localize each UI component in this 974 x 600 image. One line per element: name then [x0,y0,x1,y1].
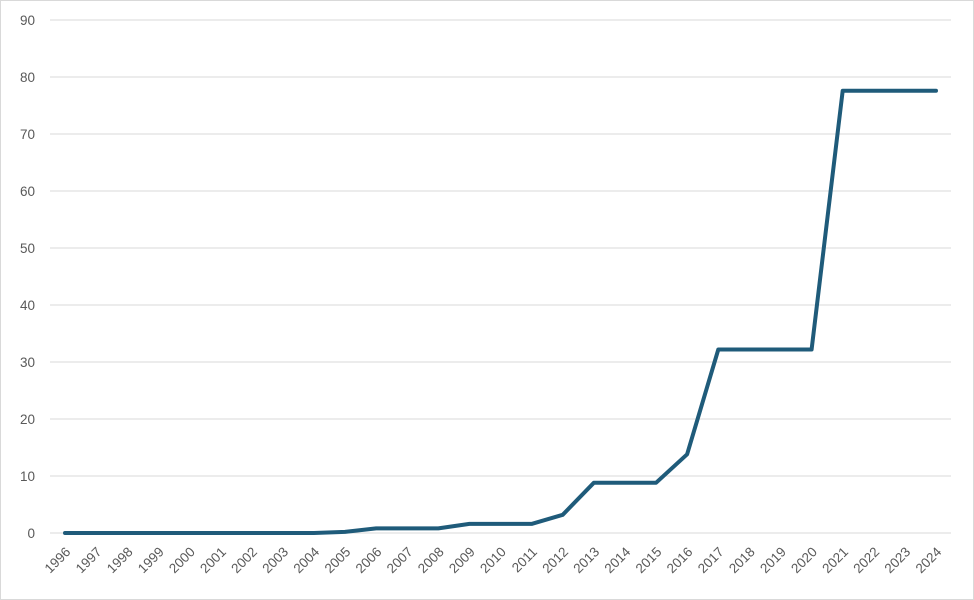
y-tick-label: 80 [20,70,35,85]
series-layer [63,88,938,535]
x-tick-label: 2014 [602,544,634,576]
x-tick-label: 2019 [757,544,789,576]
x-tick-label: 2011 [509,544,540,575]
x-tick-label: 1999 [135,544,167,576]
y-axis-tick-labels: 0 10 20 30 40 50 60 70 80 90 [20,13,35,541]
y-tick-label: 70 [20,127,35,142]
x-tick-label: 2022 [850,544,882,576]
y-tick-label: 50 [20,241,35,256]
gridlines [50,19,951,534]
x-tick-label: 2016 [664,544,696,576]
y-tick-label: 20 [20,412,35,427]
y-tick-label: 90 [20,13,35,28]
x-tick-label: 2009 [446,544,478,576]
x-tick-label: 2006 [353,544,385,576]
x-tick-label: 2008 [415,544,447,576]
x-tick-label: 1998 [104,544,136,576]
x-axis-tick-labels: 1996 1997 1998 1999 2000 2001 2002 2003 2004 2005… [42,544,945,576]
y-tick-label: 10 [20,469,35,484]
y-tick-label: 0 [27,526,35,541]
x-tick-label: 2001 [197,544,229,576]
x-tick-label: 2013 [570,544,602,576]
x-tick-label: 2020 [788,544,820,576]
x-tick-label: 2005 [322,544,354,576]
x-tick-label: 1997 [73,544,105,576]
x-tick-label: 2000 [166,544,198,576]
y-tick-label: 30 [20,355,35,370]
series-line-0 [63,88,938,535]
x-tick-label: 2007 [384,544,416,576]
x-tick-label: 2017 [695,544,727,576]
x-tick-label: 2004 [290,544,322,576]
x-tick-label: 1996 [42,544,74,576]
x-tick-label: 2018 [726,544,758,576]
x-tick-label: 2002 [228,544,260,576]
x-tick-label: 2003 [259,544,291,576]
y-tick-label: 60 [20,184,35,199]
x-tick-label: 2021 [819,544,851,576]
x-tick-label: 2024 [913,544,945,576]
x-tick-label: 2010 [477,544,509,576]
x-tick-label: 2023 [882,544,914,576]
x-tick-label: 2015 [633,544,665,576]
x-tick-label: 2012 [539,544,571,576]
y-tick-label: 40 [20,298,35,313]
